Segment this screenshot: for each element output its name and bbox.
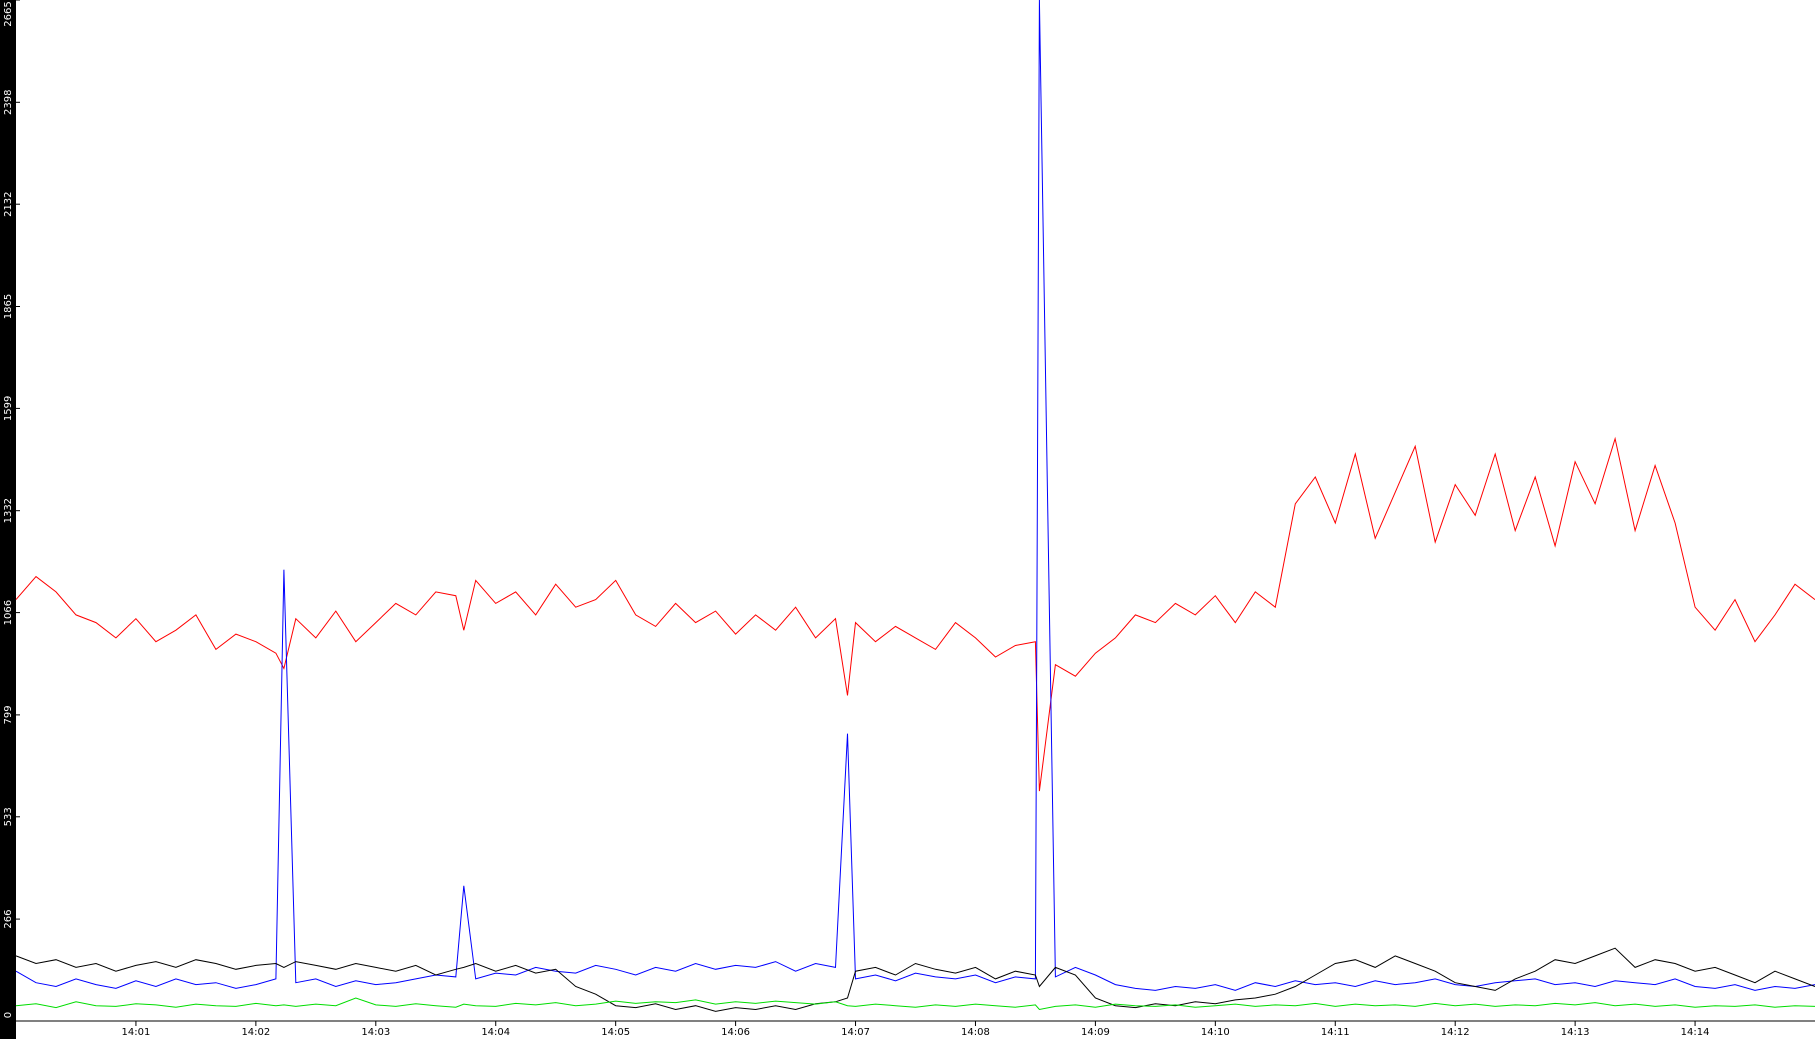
x-tick-label: 14:05 — [601, 1027, 630, 1038]
y-tick-label: 2665 — [3, 1, 14, 26]
x-tick-label: 14:04 — [481, 1027, 510, 1038]
y-tick-label: 2398 — [3, 90, 14, 115]
x-tick-label: 14:10 — [1201, 1027, 1230, 1038]
x-tick-label: 14:13 — [1561, 1027, 1590, 1038]
x-tick-label: 14:06 — [721, 1027, 750, 1038]
y-axis-strip — [0, 0, 16, 1039]
series-line — [15, 436, 1815, 792]
y-tick-label: 2132 — [3, 191, 14, 216]
y-tick-label: 799 — [3, 705, 14, 724]
y-tick-label: 1066 — [3, 600, 14, 625]
x-tick-label: 14:14 — [1681, 1027, 1710, 1038]
y-tick-label: 1599 — [3, 396, 14, 421]
x-tick-label: 14:03 — [361, 1027, 390, 1038]
y-tick-label: 0 — [3, 1012, 14, 1018]
y-tick-label: 266 — [3, 910, 14, 929]
x-tick-label: 14:07 — [841, 1027, 870, 1038]
x-tick-label: 14:08 — [961, 1027, 990, 1038]
y-tick-label: 1865 — [3, 294, 14, 319]
x-tick-label: 14:02 — [241, 1027, 270, 1038]
series-line — [15, 0, 1815, 991]
y-tick-label: 1332 — [3, 498, 14, 523]
x-tick-label: 14:09 — [1081, 1027, 1110, 1038]
series-line — [15, 997, 1815, 1011]
x-tick-label: 14:11 — [1321, 1027, 1350, 1038]
series-line — [15, 947, 1815, 1012]
y-tick-label: 533 — [3, 807, 14, 826]
x-tick-label: 14:12 — [1441, 1027, 1470, 1038]
x-tick-label: 14:01 — [122, 1027, 151, 1038]
